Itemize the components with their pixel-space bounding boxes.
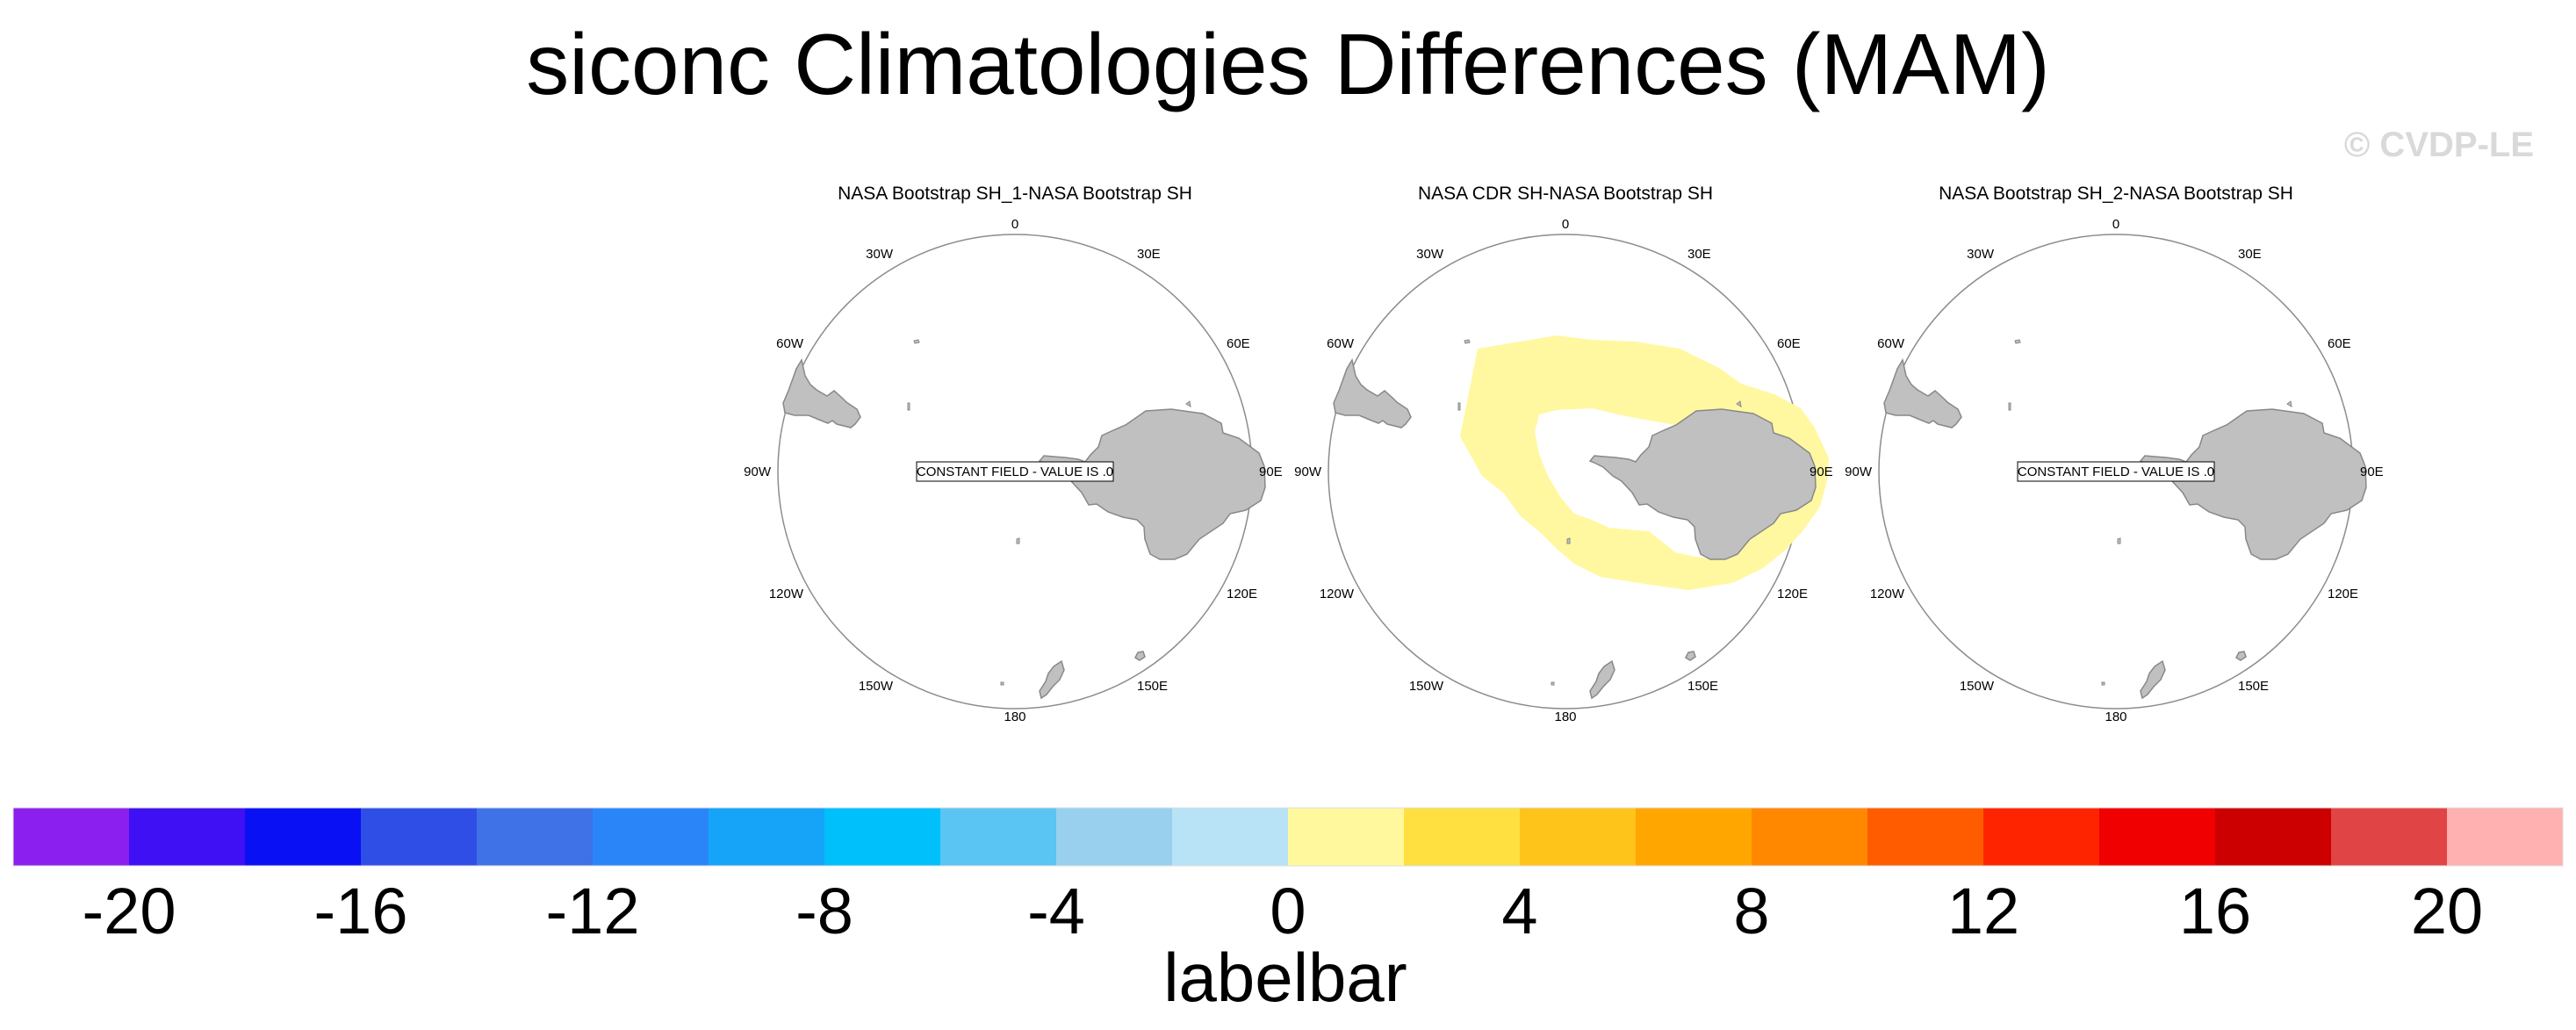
- lon-label-30w: 30W: [1967, 247, 1995, 262]
- colorbar-swatch: [1056, 808, 1173, 866]
- colorbar-ticks: -20 -16 -12 -8 -4 0 4 8 12 16 20: [83, 875, 2484, 947]
- panel-title: NASA Bootstrap SH_1-NASA Bootstrap SH: [838, 184, 1192, 204]
- map-panel-3: NASA Bootstrap SH_2-NASA Bootstrap SH 0 …: [1845, 184, 2384, 724]
- colorbar-tick-label: -8: [795, 875, 853, 947]
- colorbar-swatch: [824, 808, 941, 866]
- watermark: © CVDP-LE: [2343, 126, 2534, 164]
- lon-label-90e: 90E: [1810, 465, 1833, 479]
- lon-labels: 0 180 30W 30E 60W 60E 90W 90E 120W 120E …: [1845, 217, 2384, 724]
- colorbar-swatch: [1867, 808, 1984, 866]
- colorbar-tick-label: -12: [546, 875, 640, 947]
- map-panel-2: NASA CDR SH-NASA Bootstrap SH 0 180 30W …: [1294, 184, 1833, 724]
- lon-label-120w: 120W: [769, 587, 804, 601]
- colorbar-label: labelbar: [1163, 939, 1407, 1016]
- lon-label-120e: 120E: [2328, 587, 2358, 601]
- colorbar-tick-label: 20: [2411, 875, 2483, 947]
- colorbar-swatch: [1172, 808, 1289, 866]
- lon-label-90w: 90W: [1294, 465, 1322, 479]
- lon-label-180: 180: [2105, 709, 2126, 724]
- lon-labels: 0 180 30W 30E 60W 60E 90W 90E 120W 120E …: [1294, 217, 1833, 724]
- lon-label-60e: 60E: [1777, 336, 1801, 351]
- main-title: siconc Climatologies Differences (MAM): [526, 16, 2050, 112]
- colorbar-tick-label: -4: [1027, 875, 1085, 947]
- colorbar-swatch: [245, 808, 362, 866]
- lon-label-60w: 60W: [776, 336, 804, 351]
- lon-label-60e: 60E: [2328, 336, 2351, 351]
- colorbar-swatch: [2099, 808, 2216, 866]
- lon-label-180: 180: [1554, 709, 1576, 724]
- colorbar-swatch: [709, 808, 825, 866]
- colorbar-tick-label: -20: [83, 875, 176, 947]
- lon-label-0: 0: [1011, 217, 1018, 232]
- lon-label-120w: 120W: [1320, 587, 1355, 601]
- colorbar-outline: [12, 807, 2564, 867]
- colorbar-swatch: [1752, 808, 1868, 866]
- lon-label-150w: 150W: [859, 679, 894, 694]
- colorbar-swatch: [361, 808, 478, 866]
- lon-label-30w: 30W: [1416, 247, 1444, 262]
- constant-field-label: CONSTANT FIELD - VALUE IS .0: [2018, 465, 2214, 479]
- colorbar-tick-label: -16: [314, 875, 408, 947]
- colorbar: [12, 807, 2564, 867]
- lon-label-150e: 150E: [1137, 679, 1168, 694]
- lon-label-90e: 90E: [1259, 465, 1283, 479]
- land-mass: [782, 339, 1266, 699]
- lon-label-180: 180: [1004, 709, 1025, 724]
- colorbar-swatch: [2215, 808, 2332, 866]
- lon-label-150w: 150W: [1960, 679, 1995, 694]
- colorbar-swatch: [593, 808, 709, 866]
- lon-label-30w: 30W: [866, 247, 894, 262]
- lon-label-30e: 30E: [2238, 247, 2262, 262]
- lon-label-90w: 90W: [1845, 465, 1873, 479]
- land-mass: [1883, 339, 2367, 699]
- colorbar-swatch: [1288, 808, 1405, 866]
- lon-label-60e: 60E: [1227, 336, 1250, 351]
- colorbar-swatch: [940, 808, 1057, 866]
- lon-label-120e: 120E: [1777, 587, 1808, 601]
- colorbar-swatch: [1636, 808, 1752, 866]
- anomaly-shaded-ring: [1460, 335, 1829, 590]
- lon-label-90w: 90W: [744, 465, 772, 479]
- colorbar-swatch: [2447, 808, 2564, 866]
- colorbar-tick-label: 8: [1733, 875, 1769, 947]
- colorbar-swatch: [1520, 808, 1637, 866]
- colorbar-swatch: [2331, 808, 2448, 866]
- lon-label-30e: 30E: [1687, 247, 1711, 262]
- lon-labels: 0 180 30W 30E 60W 60E 90W 90E 120W 120E …: [744, 217, 1283, 724]
- lon-label-60w: 60W: [1877, 336, 1905, 351]
- constant-field-box: [916, 461, 1114, 482]
- lon-label-60w: 60W: [1327, 336, 1355, 351]
- colorbar-swatch: [1983, 808, 2100, 866]
- lon-label-150w: 150W: [1409, 679, 1444, 694]
- colorbar-tick-label: 0: [1270, 875, 1306, 947]
- lon-label-0: 0: [2112, 217, 2119, 232]
- lon-label-120w: 120W: [1870, 587, 1905, 601]
- lon-label-30e: 30E: [1137, 247, 1161, 262]
- map-panel-1: NASA Bootstrap SH_1-NASA Bootstrap SH 0 …: [744, 184, 1283, 724]
- colorbar-swatch: [1404, 808, 1521, 866]
- lon-label-150e: 150E: [2238, 679, 2269, 694]
- colorbar-tick-label: 4: [1501, 875, 1537, 947]
- lon-label-0: 0: [1562, 217, 1569, 232]
- lon-label-120e: 120E: [1227, 587, 1257, 601]
- lon-label-150e: 150E: [1687, 679, 1718, 694]
- constant-field-box: [2017, 461, 2215, 482]
- constant-field-label: CONSTANT FIELD - VALUE IS .0: [917, 465, 1113, 479]
- panel-title: NASA Bootstrap SH_2-NASA Bootstrap SH: [1939, 184, 2293, 204]
- colorbar-swatch: [13, 808, 130, 866]
- colorbar-tick-label: 16: [2179, 875, 2251, 947]
- colorbar-swatch: [477, 808, 594, 866]
- colorbar-tick-label: 12: [1947, 875, 2019, 947]
- lon-label-90e: 90E: [2360, 465, 2384, 479]
- panel-title: NASA CDR SH-NASA Bootstrap SH: [1418, 184, 1713, 204]
- colorbar-swatch: [129, 808, 246, 866]
